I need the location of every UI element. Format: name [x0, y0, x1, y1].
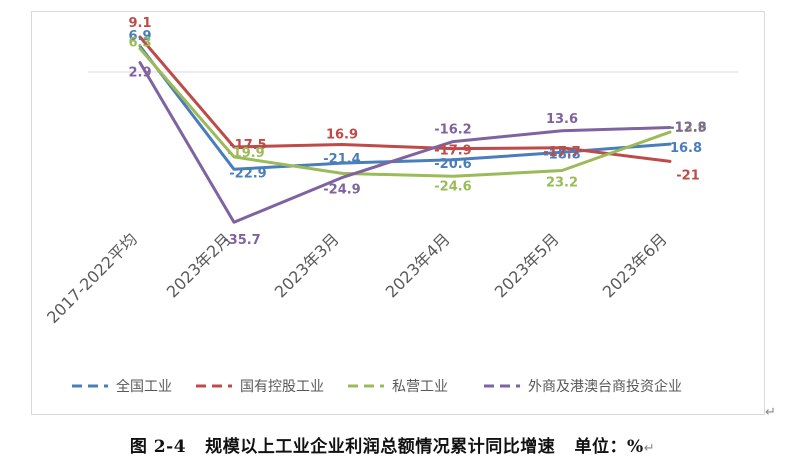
data-label: -19.9 [227, 146, 264, 161]
data-label: -18.8 [543, 147, 580, 162]
data-label: -17.7 [543, 145, 580, 160]
data-label: 16.8 [670, 141, 702, 156]
legend-label: 外商及港澳台商投资企业 [528, 378, 682, 395]
caption-text: 图 2-4 规模以上工业企业利润总额情况累计同比增速 单位：% [129, 437, 644, 457]
data-label: -20.6 [434, 157, 471, 172]
data-label: -24.9 [323, 183, 360, 198]
data-label: -24.6 [434, 179, 471, 194]
series-line-3 [138, 47, 672, 178]
data-label: -17.5 [229, 138, 266, 153]
legend-label: 全国工业 [116, 378, 172, 395]
line-chart: 6.9 -22.9 -21.4 -20.6 -18.8 16.8 9.1 -17.5 16.9 -… [43, 16, 738, 395]
figure-caption: 图 2-4 规模以上工业企业利润总额情况累计同比增速 单位：%↵ [0, 432, 785, 457]
data-label: -21 [676, 168, 700, 183]
series-line-2 [138, 35, 672, 163]
data-label: 13.6 [546, 112, 578, 127]
data-label: 2.9 [128, 66, 151, 81]
x-tick-label: 2017-2022平均 [43, 229, 141, 327]
chart-frame [31, 11, 765, 415]
legend-label: 国有控股工业 [240, 379, 324, 395]
data-label: -21.4 [323, 152, 360, 167]
x-tick-label: 2023年5月 [491, 229, 563, 301]
data-label: -35.7 [223, 233, 260, 248]
data-label: -12.8 [669, 121, 706, 136]
data-label: -22.9 [229, 166, 266, 181]
data-label: 6.3 [128, 36, 151, 51]
x-tick-label: 2023年3月 [271, 229, 343, 301]
data-label: -13.9 [669, 121, 706, 136]
x-tick-label: 2023年2月 [163, 229, 235, 301]
data-label: 16.9 [326, 127, 358, 142]
data-label: -17.9 [434, 144, 471, 159]
paragraph-mark: ↵ [765, 405, 776, 420]
data-label: -16.2 [434, 123, 471, 138]
series-line-4 [138, 61, 672, 224]
data-label: 23.2 [546, 176, 578, 191]
data-label: 6.9 [128, 29, 151, 44]
data-label: 9.1 [128, 16, 151, 31]
x-tick-label: 2023年6月 [599, 229, 671, 301]
x-tick-label: 2023年4月 [382, 229, 454, 301]
legend-label: 私营工业 [392, 379, 448, 395]
paragraph-mark: ↵ [643, 441, 656, 456]
